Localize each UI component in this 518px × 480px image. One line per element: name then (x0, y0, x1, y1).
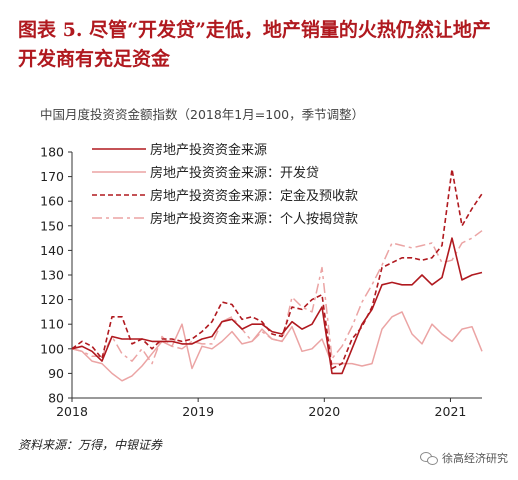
y-tick-label: 100 (40, 341, 64, 356)
series-line-2 (71, 168, 483, 370)
source-note: 资料来源：万得，中银证券 (18, 438, 163, 452)
figure-title: 图表 5. 尽管“开发贷”走低，地产销量的火热仍然让地产开发商有充足资金 (18, 19, 491, 70)
watermark-text: 徐高经济研究 (442, 452, 508, 465)
y-tick-label: 140 (40, 243, 64, 258)
x-tick-label: 2020 (308, 404, 340, 419)
y-tick-label: 80 (48, 391, 64, 406)
x-tick-label: 2018 (56, 404, 88, 419)
legend-label-2: 房地产投资资金来源：定金及预收款 (150, 188, 358, 204)
y-tick-label: 160 (40, 194, 64, 209)
wechat-icon (420, 451, 438, 465)
y-tick-label: 120 (40, 292, 64, 307)
y-tick-label: 180 (40, 145, 64, 160)
legend-label-1: 房地产投资资金来源：开发贷 (150, 165, 319, 181)
legend-label-3: 房地产投资资金来源：个人按揭贷款 (150, 211, 358, 227)
y-tick-label: 170 (40, 169, 64, 184)
y-tick-label: 150 (40, 218, 64, 233)
series-line-3 (71, 230, 483, 365)
series-line-0 (71, 237, 483, 375)
y-tick-label: 110 (40, 317, 64, 332)
watermark: 徐高经济研究 (420, 450, 508, 466)
x-tick-label: 2021 (435, 404, 467, 419)
legend-label-0: 房地产投资资金来源 (150, 142, 267, 158)
legend: 房地产投资资金来源房地产投资资金来源：开发贷房地产投资资金来源：定金及预收款房地… (92, 142, 358, 227)
x-tick-label: 2019 (182, 404, 214, 419)
series-lines (71, 168, 483, 382)
chart-subtitle: 中国月度投资资金额指数（2018年1月=100，季节调整） (40, 107, 365, 122)
axes: 80 90 100 110 120 130 140 150 160 170 180 2018 2019 2… (40, 145, 482, 419)
y-tick-label: 90 (48, 366, 64, 381)
series-line-1 (71, 311, 483, 382)
y-tick-label: 130 (40, 268, 64, 283)
